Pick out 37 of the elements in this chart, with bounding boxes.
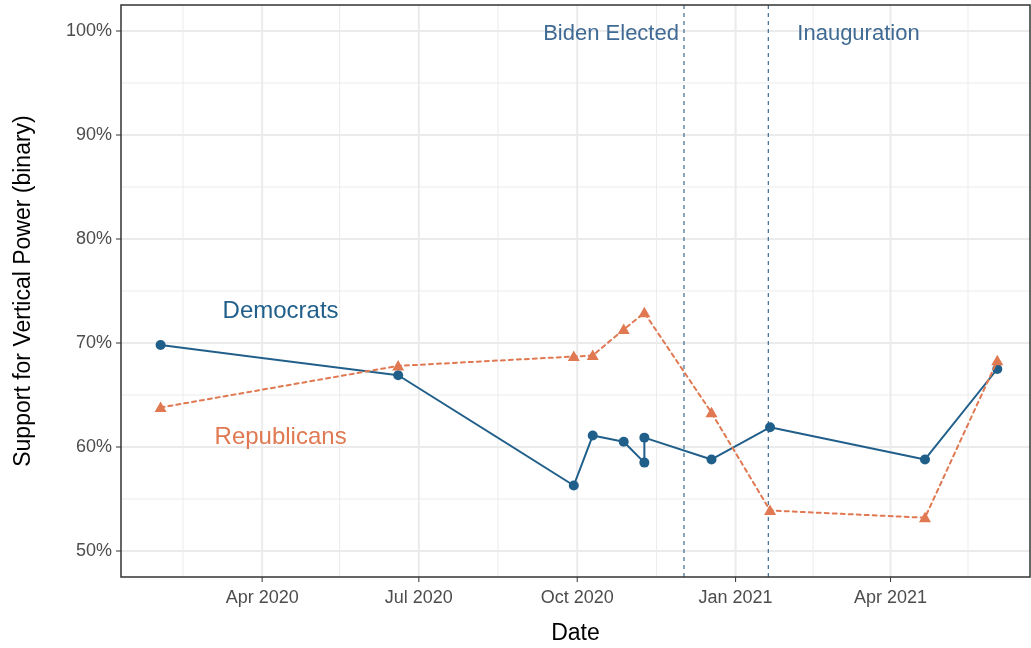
point — [587, 430, 598, 441]
point — [639, 432, 650, 443]
series-label: Democrats — [222, 296, 339, 324]
y-tick-label: 60% — [75, 435, 112, 456]
x-tick-label: Oct 2020 — [540, 587, 614, 607]
series-label: Republicans — [214, 421, 347, 449]
point — [765, 422, 776, 433]
y-tick-label: 50% — [75, 539, 112, 560]
y-tick-label: 90% — [75, 123, 112, 144]
y-tick-label: 80% — [75, 227, 112, 248]
point — [568, 480, 579, 491]
point — [705, 406, 718, 418]
x-tick-label: Jan 2021 — [698, 587, 773, 607]
x-tick-label: Apr 2020 — [225, 587, 299, 607]
point — [618, 436, 629, 447]
point — [919, 454, 930, 465]
ref-line-label: Inauguration — [797, 20, 920, 45]
point — [639, 457, 650, 468]
y-tick-label: 100% — [65, 19, 112, 40]
point — [617, 323, 630, 334]
x-tick-label: Apr 2021 — [854, 587, 928, 607]
point — [154, 401, 167, 412]
x-tick-label: Jul 2020 — [384, 587, 453, 607]
point — [638, 306, 651, 318]
point — [918, 511, 931, 523]
ref-line-label: Biden Elected — [543, 20, 679, 45]
point — [706, 454, 717, 465]
point — [392, 359, 405, 371]
point — [991, 354, 1004, 366]
point — [764, 504, 777, 515]
x-axis-title: Date — [551, 619, 600, 645]
point — [586, 349, 599, 360]
y-tick-label: 70% — [75, 331, 112, 352]
point — [567, 350, 580, 362]
point — [155, 340, 166, 351]
point — [393, 370, 404, 381]
y-axis-title: Support for Vertical Power (binary) — [9, 115, 35, 467]
